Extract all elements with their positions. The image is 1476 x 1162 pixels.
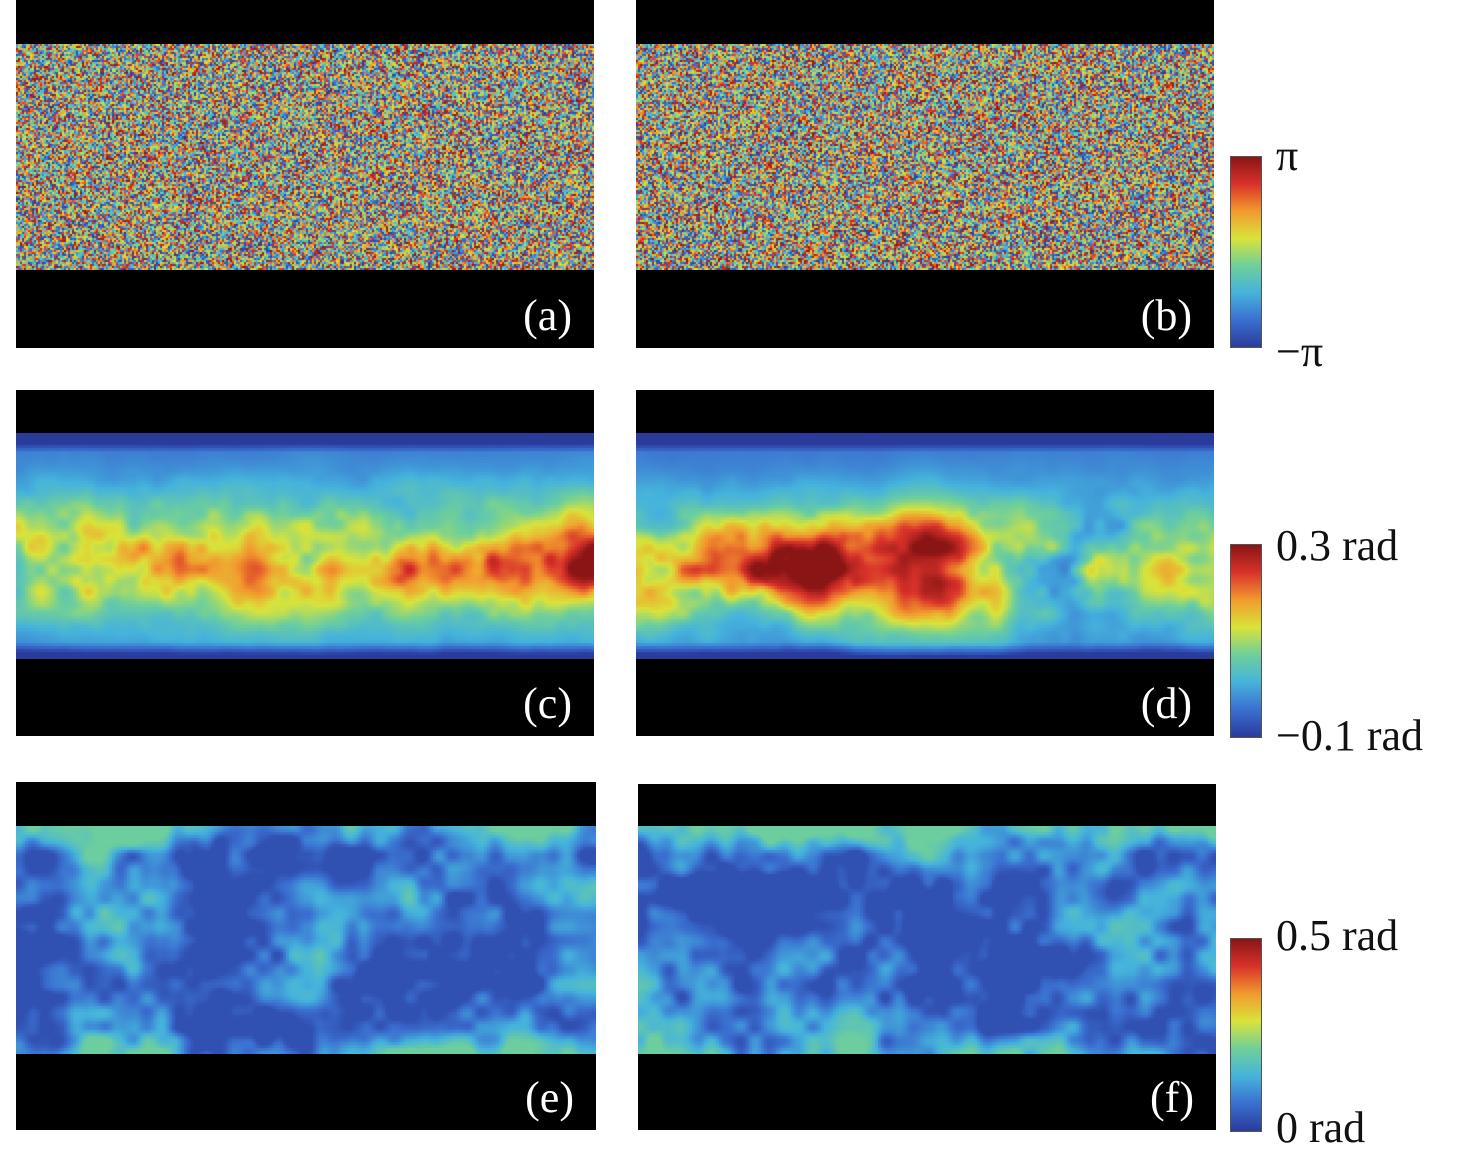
panel-a: (a) (16, 0, 594, 348)
panel-d: (d) (636, 390, 1214, 736)
panel-d-label: (d) (1140, 679, 1192, 728)
panel-a-image (16, 44, 594, 270)
colorbar-phase-min-label: −π (1276, 327, 1324, 376)
colorbar-deformation-min-label: −0.1 rad (1276, 711, 1423, 760)
panel-f-image (638, 826, 1216, 1054)
panel-e-label: (e) (525, 1073, 574, 1122)
panel-d-image (636, 433, 1214, 659)
panel-b-image (636, 44, 1214, 270)
colorbar-error-max-label: 0.5 rad (1276, 911, 1399, 960)
colorbar-error-min-label: 0 rad (1276, 1103, 1366, 1152)
panel-c: (c) (16, 390, 594, 736)
panel-c-image (16, 433, 594, 659)
panel-c-label: (c) (523, 679, 572, 728)
panel-e: (e) (16, 782, 596, 1130)
panel-a-label: (a) (523, 291, 572, 340)
panel-b-label: (b) (1140, 291, 1192, 340)
colorbar-error (1230, 938, 1262, 1132)
colorbar-phase-max-label: π (1276, 131, 1299, 180)
colorbar-phase (1230, 156, 1262, 348)
panel-e-image (16, 826, 596, 1054)
colorbar-deformation-max-label: 0.3 rad (1276, 521, 1399, 570)
panel-f: (f) (638, 784, 1216, 1130)
panel-f-label: (f) (1150, 1073, 1194, 1122)
panel-b: (b) (636, 0, 1214, 348)
colorbar-deformation (1230, 544, 1262, 738)
